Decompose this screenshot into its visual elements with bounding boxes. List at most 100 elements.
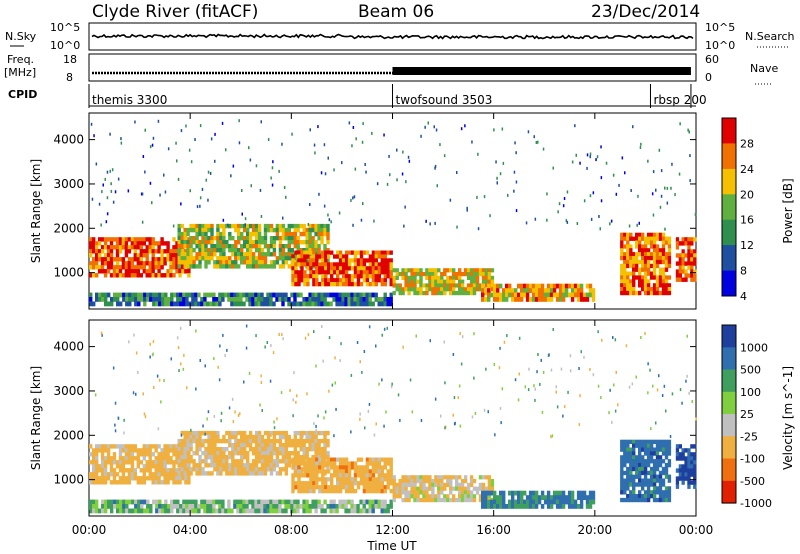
- echo-cell: [410, 482, 414, 487]
- echo-speckle: [485, 367, 487, 371]
- echo-cell: [641, 259, 645, 265]
- echo-speckle: [556, 405, 559, 409]
- echo-cell: [160, 273, 164, 278]
- echo-cell: [531, 297, 536, 302]
- echo-speckle: [458, 384, 461, 388]
- echo-cell: [362, 469, 367, 474]
- echo-cell: [107, 504, 111, 509]
- echo-cell: [371, 254, 376, 259]
- echo-cell: [693, 464, 697, 469]
- echo-cell: [377, 301, 381, 307]
- echo-cell: [323, 297, 327, 302]
- echo-cell: [356, 258, 361, 263]
- echo-cell: [228, 264, 232, 269]
- echo-cell: [225, 447, 229, 452]
- echo-speckle: [580, 350, 582, 354]
- echo-speckle: [102, 183, 104, 187]
- echo-speckle: [276, 417, 278, 421]
- echo-cell: [257, 508, 261, 514]
- echo-cell: [242, 499, 246, 505]
- echo-cell: [419, 475, 423, 480]
- echo-cell: [269, 264, 274, 269]
- echo-speckle: [250, 184, 252, 188]
- echo-cell: [629, 259, 633, 265]
- echo-cell: [440, 272, 444, 277]
- echo-cell: [299, 301, 303, 307]
- echo-cell: [333, 465, 337, 470]
- echo-speckle: [576, 222, 579, 225]
- echo-cell: [246, 459, 250, 464]
- echo-cell: [103, 237, 108, 242]
- echo-cell: [347, 489, 352, 494]
- echo-speckle: [315, 364, 317, 368]
- echo-cell: [620, 263, 624, 269]
- echo-cell: [693, 456, 697, 461]
- echo-cell: [368, 297, 372, 302]
- echo-cell: [163, 448, 167, 453]
- echo-cell: [121, 460, 126, 465]
- echo-cell: [311, 301, 315, 307]
- echo-cell: [401, 275, 405, 280]
- echo-cell: [263, 508, 267, 514]
- echo-cell: [136, 460, 140, 465]
- echo-cell: [163, 460, 167, 465]
- echo-cell: [210, 227, 214, 233]
- echo-cell: [386, 274, 390, 279]
- echo-cell: [374, 297, 378, 302]
- echo-cell: [380, 254, 384, 259]
- echo-cell: [200, 499, 204, 505]
- echo-cell: [638, 232, 642, 237]
- echo-cell: [116, 297, 120, 302]
- echo-speckle: [685, 379, 687, 383]
- echo-cell: [528, 504, 533, 509]
- echo-cell: [641, 463, 645, 468]
- echo-cell: [180, 471, 184, 476]
- echo-speckle: [649, 368, 651, 372]
- echo-cell: [332, 297, 336, 302]
- echo-cell: [245, 292, 249, 298]
- echo-cell: [315, 469, 319, 474]
- echo-cell: [177, 227, 181, 233]
- echo-cell: [97, 444, 102, 449]
- echo-cell: [681, 265, 685, 270]
- echo-cell: [180, 231, 184, 237]
- echo-cell: [678, 456, 682, 461]
- echo-cell: [356, 485, 361, 490]
- echo-cell: [278, 471, 283, 476]
- echo-cell: [386, 473, 390, 478]
- echo-cell: [287, 459, 291, 464]
- echo-cell: [573, 288, 578, 293]
- echo-cell: [166, 468, 170, 473]
- echo-cell: [664, 447, 669, 452]
- echo-cell: [649, 443, 654, 448]
- echo-cell: [623, 275, 627, 280]
- echo-speckle: [232, 420, 235, 424]
- echo-cell: [103, 241, 108, 246]
- echo-cell: [620, 232, 624, 237]
- echo-cell: [128, 297, 132, 302]
- echo-cell: [218, 504, 222, 509]
- echo-cell: [469, 482, 474, 487]
- echo-cell: [284, 244, 288, 249]
- echo-cell: [484, 268, 489, 273]
- echo-cell: [452, 272, 456, 277]
- echo-cell: [177, 231, 181, 237]
- echo-cell: [377, 485, 381, 490]
- echo-cell: [638, 494, 642, 499]
- echo-cell: [127, 456, 132, 461]
- echo-cell: [206, 292, 210, 298]
- echo-cell: [172, 237, 176, 242]
- echo-speckle: [199, 124, 202, 128]
- echo-cell: [97, 448, 102, 453]
- echo-cell: [422, 482, 426, 487]
- echo-cell: [377, 278, 381, 283]
- echo-cell: [635, 263, 639, 269]
- echo-cell: [118, 265, 123, 270]
- echo-cell: [151, 253, 155, 258]
- echo-cell: [290, 504, 294, 509]
- echo-speckle: [513, 170, 516, 174]
- echo-cell: [183, 459, 187, 464]
- echo-speckle: [589, 368, 591, 371]
- echo-cell: [496, 297, 500, 302]
- echo-cell: [667, 486, 672, 491]
